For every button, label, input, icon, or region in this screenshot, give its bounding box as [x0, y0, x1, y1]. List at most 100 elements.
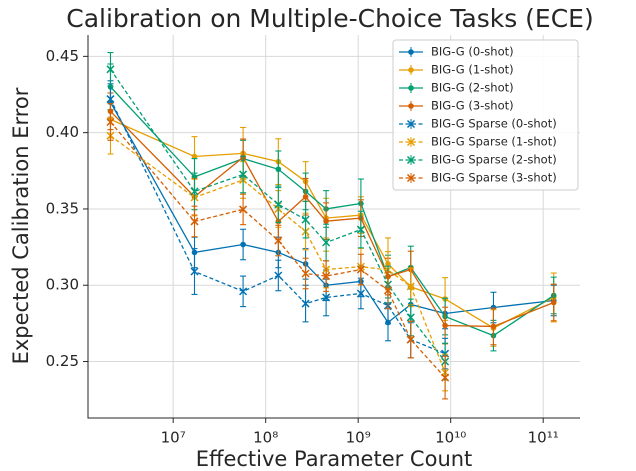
data-point-stroke: [239, 287, 248, 296]
data-point: [322, 238, 331, 247]
data-point: [323, 218, 329, 224]
data-point: [239, 170, 248, 179]
data-point: [441, 373, 450, 382]
legend-label: BIG-G Sparse (3-shot): [431, 171, 557, 185]
series-line: [110, 135, 446, 373]
data-point-stroke: [106, 117, 115, 127]
data-point-stroke: [406, 282, 415, 291]
data-point: [239, 205, 248, 214]
data-point: [106, 117, 115, 127]
legend-marker-stroke: [406, 155, 416, 165]
data-point: [190, 217, 199, 226]
data-point: [550, 299, 557, 306]
legend-label: BIG-G Sparse (1-shot): [431, 135, 557, 149]
data-point: [356, 289, 365, 298]
data-point: [406, 313, 415, 322]
data-point-stroke: [106, 95, 115, 104]
data-point: [274, 271, 283, 280]
y-tick-label: 0.25: [46, 352, 79, 370]
series-line: [109, 121, 446, 378]
data-point-stroke: [190, 187, 199, 196]
series-line: [110, 110, 554, 328]
series-line: [110, 86, 555, 337]
data-point: [442, 322, 448, 329]
legend-label: BIG-G (1-shot): [431, 63, 514, 77]
legend-label: BIG-G Sparse (2-shot): [431, 153, 557, 167]
data-point: [490, 304, 497, 311]
data-point: [356, 265, 365, 274]
data-point: [190, 267, 199, 276]
data-point: [191, 153, 198, 160]
data-point-stroke: [106, 65, 115, 74]
series-line: [109, 98, 446, 355]
data-point-stroke: [239, 205, 248, 214]
data-point: [106, 95, 115, 104]
data-point-stroke: [441, 373, 450, 382]
data-point-stroke: [322, 238, 331, 247]
legend-marker-stroke: [406, 137, 416, 147]
y-tick-label: 0.45: [46, 47, 79, 65]
data-point: [301, 215, 310, 224]
data-point-stroke: [301, 215, 310, 224]
data-point: [322, 293, 331, 302]
legend-label: BIG-G (0-shot): [431, 45, 514, 59]
data-point: [490, 323, 497, 330]
data-point: [322, 272, 331, 281]
y-tick-label: 0.30: [46, 276, 79, 294]
data-point: [274, 236, 283, 245]
legend-marker: [408, 85, 414, 91]
data-point-stroke: [274, 200, 283, 209]
x-tick-label: 10⁷: [161, 429, 186, 447]
x-tick-label: 10⁹: [346, 429, 371, 447]
legend-marker: [406, 155, 416, 165]
legend-marker: [406, 137, 416, 147]
series-line: [109, 68, 446, 362]
data-point: [301, 299, 310, 308]
x-tick-label: 10¹⁰: [435, 429, 466, 447]
data-point-stroke: [190, 217, 199, 226]
data-point-stroke: [322, 293, 331, 302]
data-point-stroke: [406, 313, 415, 322]
legend-label: BIG-G (3-shot): [431, 99, 514, 113]
data-point-stroke: [356, 225, 365, 234]
legend-marker: [408, 67, 414, 73]
data-point: [406, 282, 415, 291]
data-point-stroke: [322, 272, 331, 281]
legend-marker: [408, 103, 414, 109]
data-point-stroke: [239, 170, 248, 179]
data-point-stroke: [190, 267, 199, 276]
y-axis-label: Expected Calibration Error: [9, 87, 33, 364]
legend-box: [392, 39, 579, 191]
y-tick-label: 0.35: [46, 199, 79, 217]
data-point-stroke: [406, 335, 415, 344]
legend-marker: [406, 119, 416, 129]
data-point: [301, 269, 310, 278]
x-tick-label: 10¹¹: [528, 429, 559, 447]
data-point-stroke: [356, 265, 365, 274]
x-axis-label: Effective Parameter Count: [196, 447, 473, 471]
legend-marker: [406, 173, 416, 183]
data-point-stroke: [301, 269, 310, 278]
data-point: [190, 187, 199, 196]
data-point-stroke: [274, 271, 283, 280]
legend-marker: [408, 49, 414, 55]
legend-label: BIG-G (2-shot): [431, 81, 514, 95]
data-point-stroke: [383, 286, 393, 295]
data-point-stroke: [301, 299, 310, 308]
x-tick-label: 10⁸: [253, 429, 278, 447]
data-point-stroke: [356, 289, 365, 298]
data-point: [239, 287, 248, 296]
data-point: [274, 200, 283, 209]
data-point: [240, 241, 246, 248]
legend-marker-stroke: [406, 173, 416, 183]
axis-spine: [87, 35, 580, 419]
chart-title: Calibration on Multiple-Choice Tasks (EC…: [66, 4, 593, 33]
legend-marker-stroke: [406, 119, 416, 129]
data-point: [406, 335, 415, 344]
data-point: [106, 65, 115, 74]
data-point: [383, 286, 393, 295]
data-point: [275, 166, 282, 173]
legend-label: BIG-G Sparse (0-shot): [431, 117, 557, 131]
data-point-stroke: [274, 236, 283, 245]
